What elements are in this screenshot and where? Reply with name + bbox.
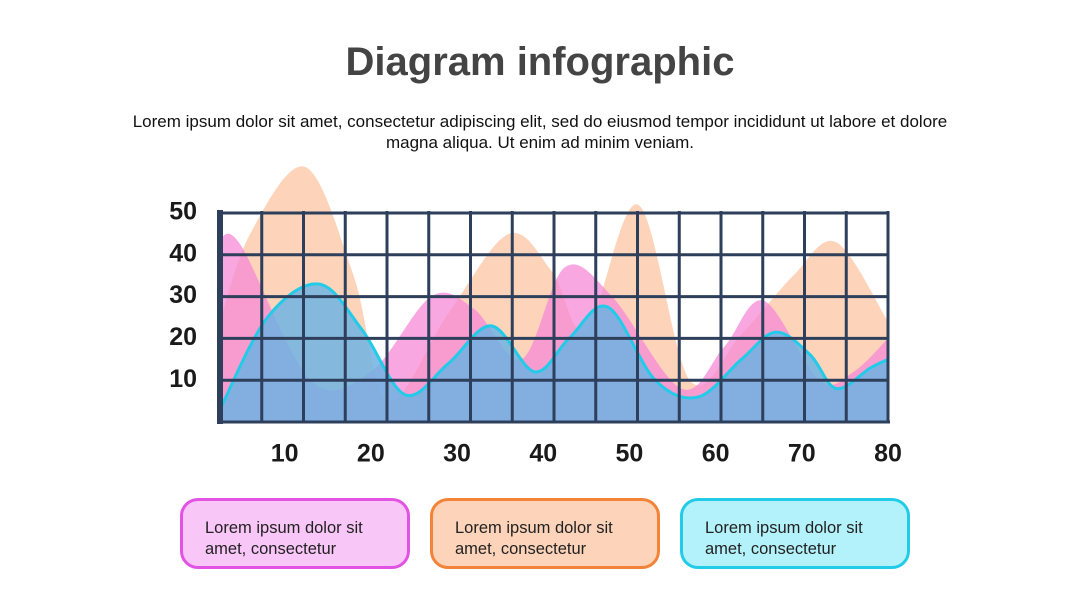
x-tick-label: 70 (788, 440, 816, 468)
line (218, 282, 889, 411)
legend-box: Lorem ipsum dolor sit amet, consectetur (680, 498, 910, 569)
y-tick-label: 20 (169, 323, 197, 351)
y-tick-label: 10 (169, 365, 197, 393)
x-tick-label: 20 (357, 440, 385, 468)
x-tick-label: 30 (443, 440, 471, 468)
y-tick-label: 30 (169, 281, 197, 309)
chart-subtitle: Lorem ipsum dolor sit amet, consectetur … (132, 112, 948, 152)
legend-text: Lorem ipsum dolor sit amet, consectetur (455, 519, 613, 558)
x-tick-label: 50 (616, 440, 644, 468)
legend-text: Lorem ipsum dolor sit amet, consectetur (205, 519, 363, 558)
y-tick-label: 40 (169, 239, 197, 267)
chart-title: Diagram infographic (345, 40, 735, 84)
x-tick-label: 40 (529, 440, 557, 468)
legend-box: Lorem ipsum dolor sit amet, consectetur (430, 498, 660, 569)
x-tick-label: 60 (702, 440, 730, 468)
legend-box: Lorem ipsum dolor sit amet, consectetur (180, 498, 410, 569)
x-tick-label: 80 (874, 440, 902, 468)
y-tick-label: 50 (169, 198, 197, 226)
legend-text: Lorem ipsum dolor sit amet, consectetur (705, 519, 863, 558)
x-tick-label: 10 (271, 440, 299, 468)
